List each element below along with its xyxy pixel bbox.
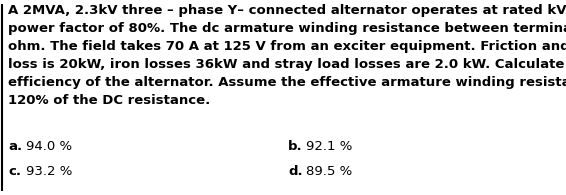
Text: 94.0 %: 94.0 % [26, 140, 72, 153]
Text: A 2MVA, 2.3kV three – phase Y– connected alternator operates at rated kVA at a: A 2MVA, 2.3kV three – phase Y– connected… [8, 4, 566, 17]
Text: c.: c. [8, 165, 21, 178]
Text: a.: a. [8, 140, 22, 153]
Text: efficiency of the alternator. Assume the effective armature winding resistance i: efficiency of the alternator. Assume the… [8, 76, 566, 89]
Text: 92.1 %: 92.1 % [306, 140, 353, 153]
Text: b.: b. [288, 140, 303, 153]
Text: 120% of the DC resistance.: 120% of the DC resistance. [8, 94, 210, 107]
Text: loss is 20kW, iron losses 36kW and stray load losses are 2.0 kW. Calculate the: loss is 20kW, iron losses 36kW and stray… [8, 58, 566, 71]
Text: d.: d. [288, 165, 303, 178]
Text: 89.5 %: 89.5 % [306, 165, 353, 178]
Text: 93.2 %: 93.2 % [26, 165, 72, 178]
Text: power factor of 80%. The dc armature winding resistance between terminals is 0.0: power factor of 80%. The dc armature win… [8, 22, 566, 35]
Text: ohm. The field takes 70 A at 125 V from an exciter equipment. Friction and winda: ohm. The field takes 70 A at 125 V from … [8, 40, 566, 53]
